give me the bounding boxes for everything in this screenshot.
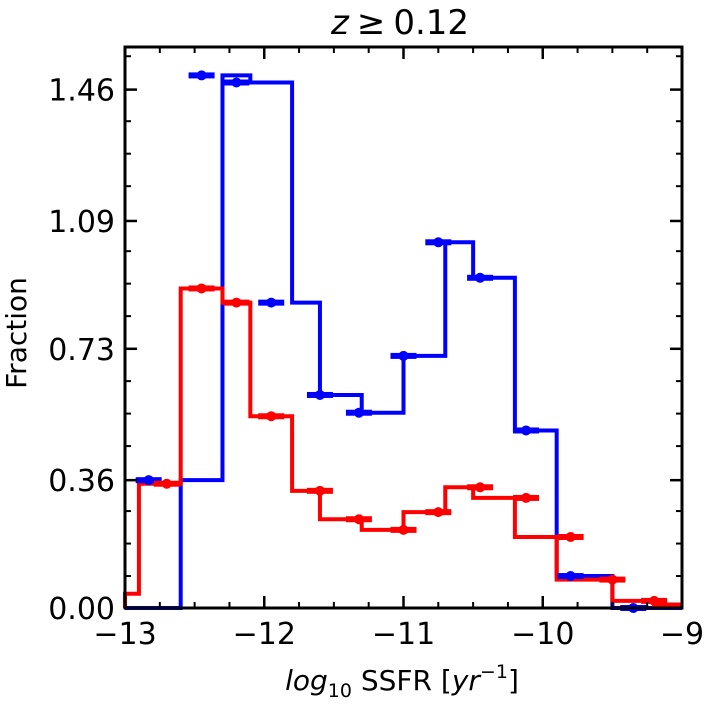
xlabel-unit: yr <box>451 664 482 697</box>
blue-data-point <box>565 571 576 582</box>
xlabel-subscript: 10 <box>328 680 352 702</box>
title-variable: z <box>330 3 350 43</box>
blue-data-point <box>266 297 277 308</box>
red-data-point <box>607 574 618 585</box>
y-tick-label: 1.46 <box>48 74 115 109</box>
red-data-point <box>353 514 364 525</box>
red-data-point <box>565 531 576 542</box>
blue-data-point <box>521 425 532 436</box>
red-data-point <box>475 482 486 493</box>
xlabel-end: ] <box>508 664 519 697</box>
red-data-point <box>161 478 172 489</box>
red-data-point <box>231 297 242 308</box>
red-series-line <box>123 286 682 608</box>
title-value: 0.12 <box>393 3 469 43</box>
x-axis-title: log10 SSFR [yr−1] <box>285 661 519 702</box>
xlabel-mid: SSFR [ <box>352 664 452 697</box>
blue-series-line <box>125 73 682 610</box>
y-axis-title: Fraction <box>0 277 33 389</box>
red-data-point <box>649 595 660 606</box>
y-tick-label: 0.73 <box>48 333 115 368</box>
tick-layer: −13 −12 −11 −10 −9 0.00 0.36 0.73 1.09 1.46 <box>48 47 704 652</box>
blue-data-point <box>475 272 486 283</box>
y-tick-label: 0.36 <box>48 464 115 499</box>
title-operator: ≥ <box>357 3 386 43</box>
x-tick-label: −11 <box>372 617 435 652</box>
blue-data-point <box>353 407 364 418</box>
red-data-point <box>433 507 444 518</box>
x-tick-label: −13 <box>93 617 156 652</box>
red-data-point <box>398 524 409 535</box>
red-data-point <box>196 283 207 294</box>
xlabel-superscript: −1 <box>480 661 508 683</box>
blue-data-point <box>314 389 325 400</box>
y-tick-label: 0.00 <box>48 592 115 627</box>
red-data-point <box>314 485 325 496</box>
x-tick-label: −12 <box>233 617 296 652</box>
blue-data-point <box>143 475 154 486</box>
x-tick-label: −9 <box>660 617 704 652</box>
red-data-point <box>266 411 277 422</box>
series-layer <box>123 73 682 610</box>
marker-layer <box>135 70 668 613</box>
blue-data-point <box>196 70 207 81</box>
blue-data-point <box>433 237 444 248</box>
blue-data-point <box>398 350 409 361</box>
red-data-point <box>521 492 532 503</box>
chart-title: z ≥0.12 <box>330 3 469 43</box>
x-tick-label: −10 <box>511 617 574 652</box>
blue-data-point <box>231 77 242 88</box>
xlabel-log: log <box>285 664 328 697</box>
y-tick-label: 1.09 <box>48 205 115 240</box>
